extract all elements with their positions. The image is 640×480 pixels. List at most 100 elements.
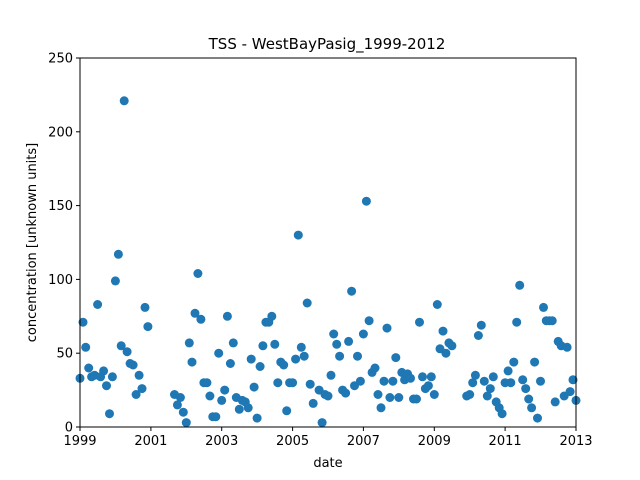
data-point (476, 320, 486, 330)
data-point (512, 317, 522, 327)
data-point (524, 394, 534, 404)
data-point (252, 413, 262, 423)
y-tick-label: 100 (48, 273, 73, 288)
x-tick-label: 2003 (205, 434, 238, 449)
y-tick-label: 50 (56, 347, 73, 362)
x-tick-label: 2001 (134, 434, 167, 449)
data-point (335, 351, 345, 361)
chart-title: TSS - WestBayPasig_1999-2012 (208, 35, 446, 54)
data-point (364, 316, 374, 326)
data-point (429, 390, 439, 399)
data-point (473, 331, 483, 340)
data-point (107, 372, 117, 382)
data-point (134, 370, 144, 380)
data-point (479, 376, 489, 386)
data-point (441, 348, 451, 358)
x-tick-label: 2007 (347, 434, 380, 449)
y-tick-label: 250 (48, 52, 73, 67)
data-point (358, 329, 368, 339)
data-point (184, 338, 194, 348)
data-point (506, 378, 516, 388)
data-point (382, 323, 392, 333)
data-point (234, 404, 244, 414)
data-point (175, 393, 185, 402)
x-axis-label: date (313, 456, 342, 471)
data-point (447, 341, 457, 351)
y-tick-label: 0 (65, 421, 73, 436)
data-point (344, 336, 354, 346)
data-point (196, 314, 206, 324)
data-point (533, 413, 542, 423)
data-point (394, 393, 404, 402)
data-point (518, 375, 528, 385)
x-tick-label: 2011 (489, 434, 522, 449)
data-point (137, 384, 147, 394)
data-point (488, 372, 498, 382)
data-point (470, 370, 480, 380)
data-point (187, 357, 197, 367)
data-point (550, 397, 560, 407)
data-point (299, 351, 309, 361)
plot-area (80, 58, 576, 427)
data-point (296, 342, 306, 352)
data-point (222, 311, 232, 321)
data-point (105, 409, 114, 419)
data-point (102, 381, 111, 391)
data-point (119, 96, 129, 106)
data-point (332, 339, 342, 349)
data-point (99, 366, 109, 376)
x-tick-label: 1999 (63, 434, 96, 449)
data-point (509, 357, 519, 367)
y-axis-ticks: 0 50 100 150 200 250 (48, 52, 80, 436)
data-point (211, 412, 221, 422)
data-point (217, 395, 227, 405)
data-point (122, 347, 132, 357)
data-point (202, 378, 212, 388)
data-point (379, 376, 389, 386)
x-axis-ticks: 1999 2001 2003 2005 2007 2009 2011 2013 (63, 427, 593, 449)
y-axis-label: concentration [unknown units] (25, 143, 40, 342)
x-tick-label: 2013 (559, 434, 592, 449)
data-points (75, 96, 581, 428)
data-point (468, 378, 478, 388)
data-point (205, 391, 215, 401)
data-point (258, 341, 268, 351)
data-point (81, 342, 91, 352)
data-point (370, 363, 380, 373)
data-point (539, 302, 548, 312)
data-point (84, 363, 94, 373)
data-point (482, 391, 492, 401)
data-point (291, 354, 301, 364)
data-point (341, 388, 351, 398)
data-point (214, 348, 224, 358)
data-point (412, 394, 421, 404)
data-point (288, 378, 298, 388)
data-point (530, 357, 540, 367)
data-point (406, 373, 415, 383)
data-point (140, 302, 150, 312)
data-point (113, 249, 123, 259)
x-tick-label: 2009 (418, 434, 451, 449)
data-point (497, 409, 507, 419)
data-point (246, 354, 256, 364)
data-point (426, 372, 436, 382)
data-point (536, 376, 545, 386)
data-point (385, 393, 395, 402)
data-point (143, 322, 153, 332)
data-point (438, 326, 448, 336)
data-point (228, 338, 238, 348)
data-point (93, 300, 103, 309)
data-point (376, 403, 386, 413)
data-point (347, 286, 357, 296)
data-point (279, 360, 289, 370)
data-point (562, 342, 572, 352)
data-point (361, 196, 371, 206)
data-point (305, 379, 315, 389)
data-point (527, 403, 537, 413)
data-point (293, 230, 303, 240)
data-point (267, 311, 277, 321)
data-point (355, 376, 365, 386)
data-point (220, 385, 230, 395)
data-point (465, 390, 475, 399)
